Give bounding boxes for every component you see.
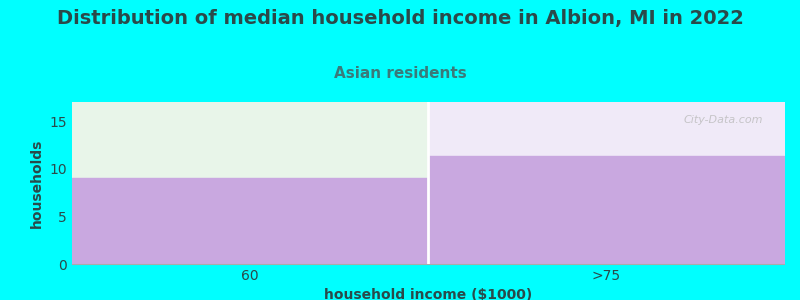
- X-axis label: household income ($1000): household income ($1000): [324, 288, 532, 300]
- Text: Asian residents: Asian residents: [334, 66, 466, 81]
- Text: Distribution of median household income in Albion, MI in 2022: Distribution of median household income …: [57, 9, 743, 28]
- Y-axis label: households: households: [30, 138, 44, 228]
- Text: City-Data.com: City-Data.com: [683, 115, 762, 125]
